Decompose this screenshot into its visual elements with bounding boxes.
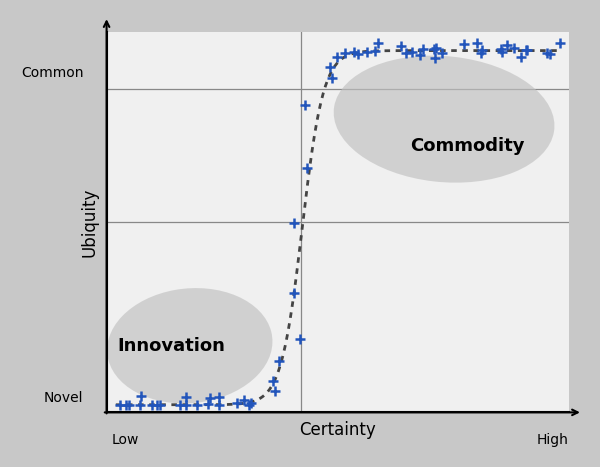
Point [418,45,427,52]
Point [397,42,406,50]
Point [152,401,161,409]
Y-axis label: Ubiquity: Ubiquity [80,187,98,257]
Point [214,401,223,409]
Point [516,53,526,60]
Point [233,399,242,406]
Point [477,46,487,54]
X-axis label: Certainty: Certainty [299,421,376,439]
Point [555,39,565,47]
Ellipse shape [107,288,272,403]
Text: High: High [537,433,569,447]
Point [181,394,190,401]
Point [325,63,334,71]
Text: Common: Common [21,66,83,80]
Point [497,48,507,56]
Point [295,335,305,342]
Point [472,39,481,47]
Text: Commodity: Commodity [410,137,524,155]
Point [521,47,531,54]
Point [459,40,469,47]
Point [496,45,506,53]
Point [135,401,145,409]
Point [193,401,202,409]
Point [300,102,310,109]
Point [302,164,312,171]
Point [182,401,191,409]
Point [476,49,485,57]
Point [155,401,165,409]
Point [542,49,552,57]
Point [327,75,337,82]
Point [522,46,532,53]
Ellipse shape [334,56,554,183]
Point [349,48,359,56]
Point [332,53,341,60]
Text: Novel: Novel [44,391,83,405]
Point [370,47,380,55]
Point [429,45,439,52]
Point [362,48,371,56]
Point [437,50,446,57]
Point [509,44,519,51]
Point [147,401,157,409]
Point [430,54,439,62]
Text: Innovation: Innovation [118,337,225,355]
Text: Low: Low [111,433,139,447]
Point [121,401,131,409]
Point [115,401,125,409]
Point [247,400,256,407]
Point [545,50,555,57]
Point [340,50,349,57]
Point [239,396,248,403]
Point [289,289,299,296]
Point [374,39,383,47]
Point [214,393,224,401]
Point [125,401,134,409]
Point [290,219,299,226]
Point [407,49,417,56]
Point [205,394,215,401]
Point [268,377,278,385]
Point [502,42,512,49]
Point [431,44,440,52]
Point [245,401,254,409]
Point [353,51,362,58]
Point [136,393,145,400]
Point [203,401,213,408]
Point [175,401,185,409]
Point [274,358,283,365]
Point [401,49,411,57]
Point [271,388,280,395]
Point [415,51,425,59]
